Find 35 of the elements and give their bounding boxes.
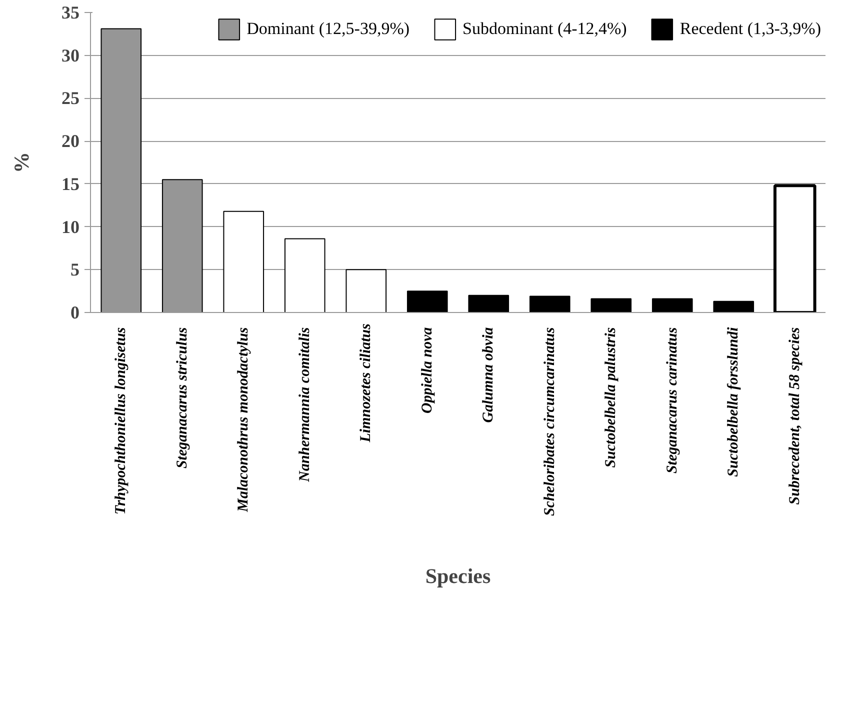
x-tick-label: Scheloribates circumcarinatus	[542, 327, 558, 516]
y-axis-title: %	[10, 152, 34, 173]
y-tick-label: 15	[62, 174, 80, 194]
y-tick-label: 30	[62, 45, 80, 66]
x-tick-label: Oppiella nova	[419, 326, 436, 414]
x-tick-label: Subrecedent, total 58 species	[786, 327, 803, 505]
x-tick-label: Limnozetes ciliatus	[358, 323, 374, 444]
x-tick-label: Galumna obvia	[480, 326, 497, 423]
y-tick-label: 25	[62, 88, 80, 108]
x-tick-label: Nanhermannia comitalis	[296, 327, 313, 483]
x-tick-label: Malaconothrus monodactylus	[236, 327, 252, 513]
bar	[529, 296, 570, 312]
bar	[713, 300, 754, 312]
y-tick-label: 35	[62, 2, 80, 22]
bar	[346, 269, 387, 312]
legend-label: Dominant (12,5-39,9%)	[246, 19, 410, 39]
x-axis-title: Species	[425, 564, 491, 588]
x-tick-label: Suctobelbella palustris	[603, 327, 620, 468]
bar	[223, 210, 264, 312]
y-tick-label: 5	[70, 260, 80, 280]
bar	[590, 298, 632, 312]
bar	[284, 238, 326, 312]
y-tick-label: 10	[62, 216, 80, 237]
x-tick-label: Steganacarus carinatus	[664, 327, 680, 474]
y-tick-label: 0	[70, 302, 80, 322]
x-tick-label: Suctobelbella forsslundi	[726, 326, 742, 477]
y-tick-label: 20	[62, 131, 80, 152]
x-tick-label: Trhypochthoniellus longisetus	[113, 327, 130, 515]
x-tick-label: Steganacarus striculus	[174, 327, 190, 469]
bar	[468, 294, 510, 312]
bar	[773, 184, 816, 312]
bar	[406, 290, 448, 312]
bar	[652, 298, 693, 312]
legend-label: Subdominant (4-12,4%)	[462, 19, 627, 39]
legend-label: Recedent (1,3-3,9%)	[680, 19, 821, 39]
